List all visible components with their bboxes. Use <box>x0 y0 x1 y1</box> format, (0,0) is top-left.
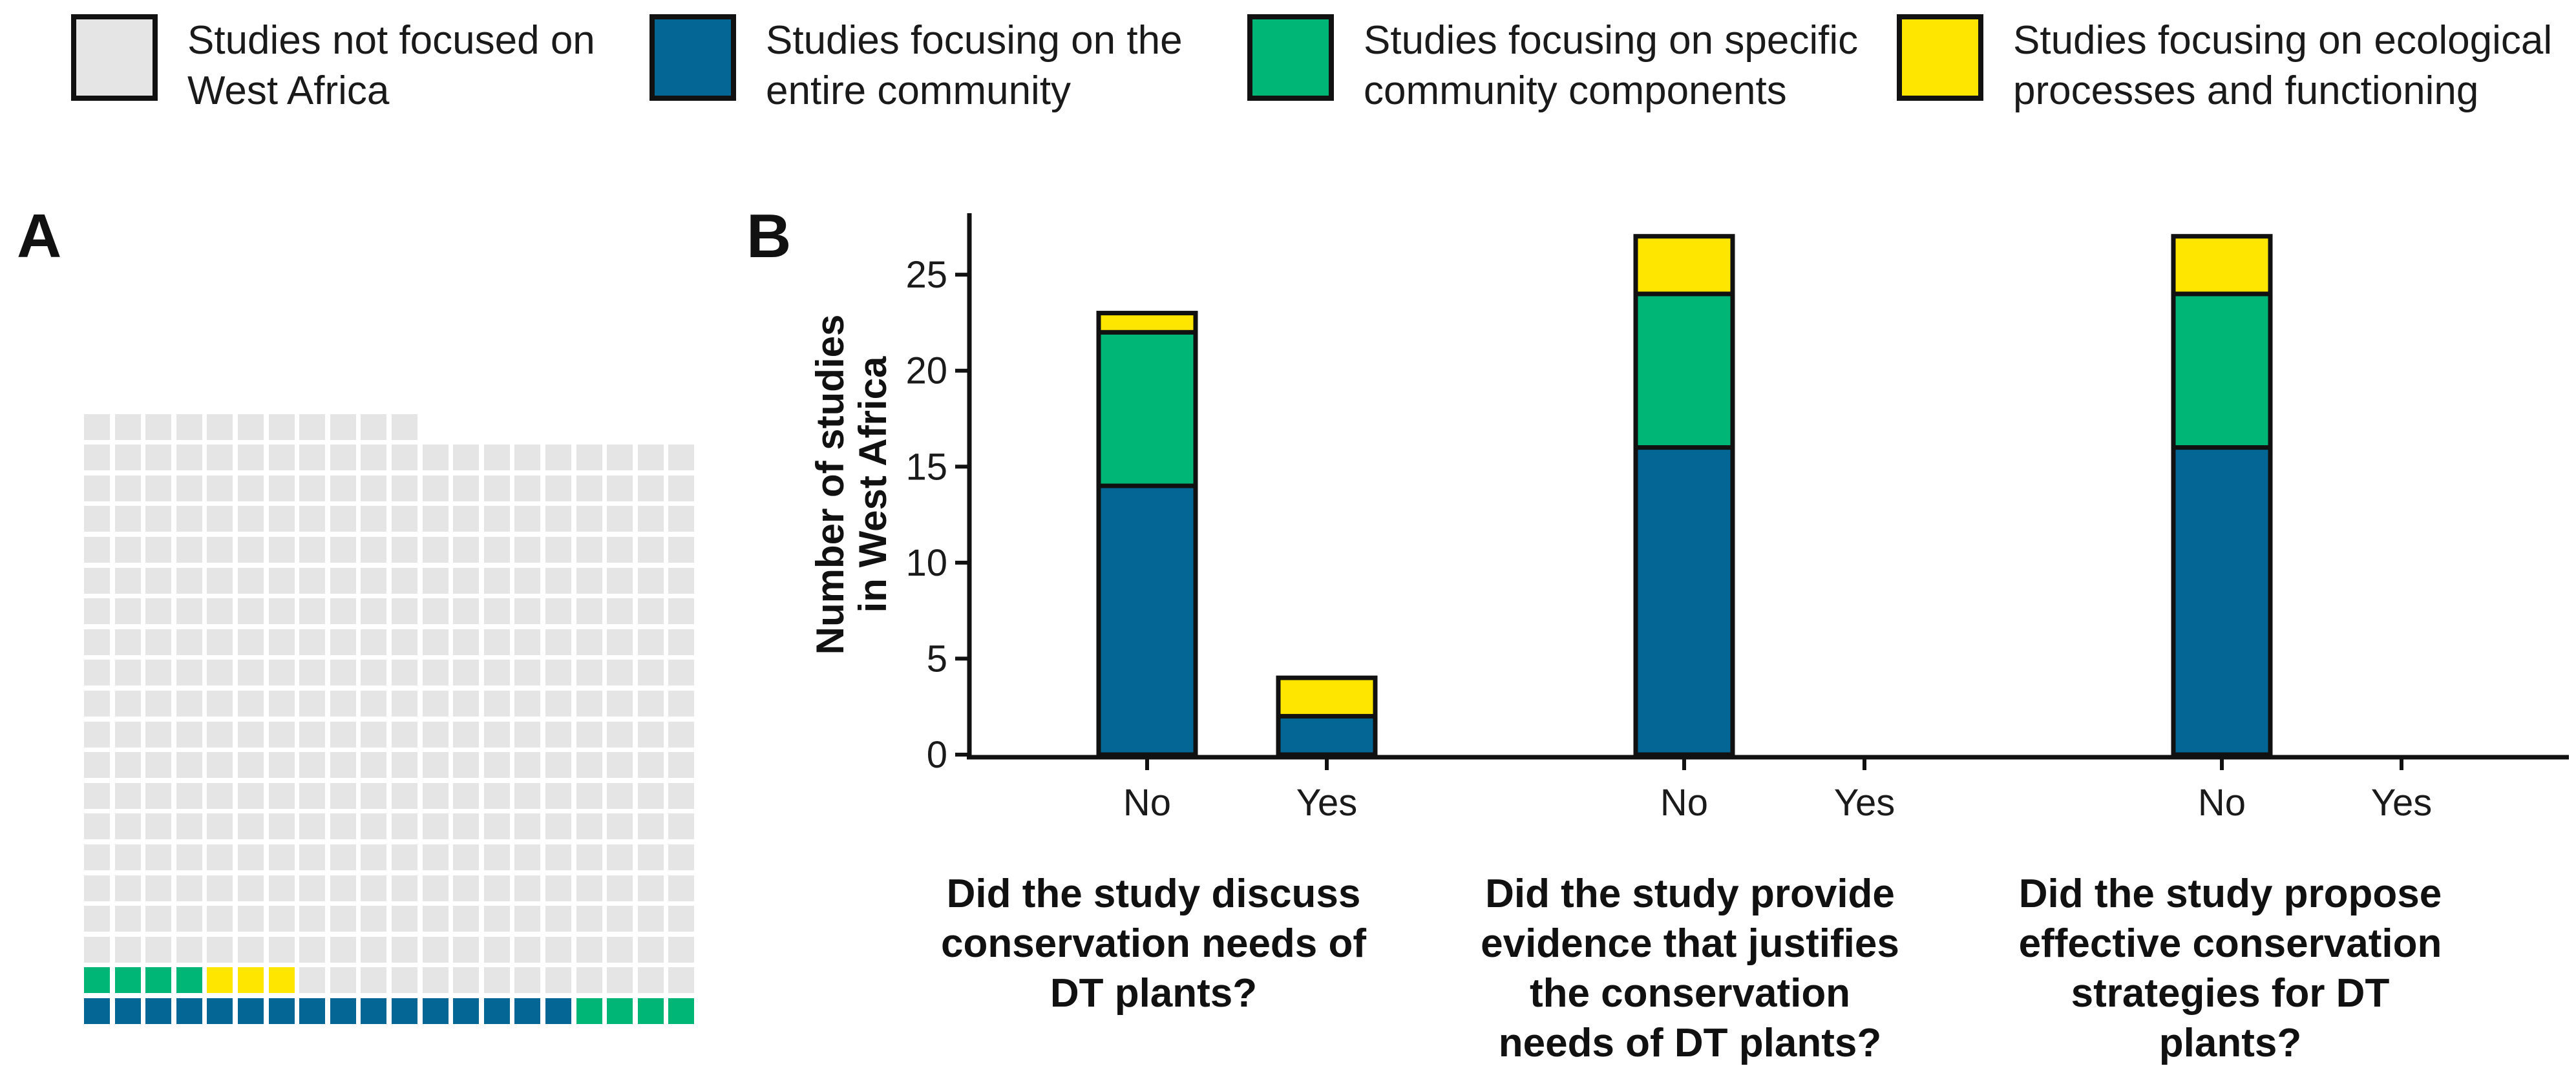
x-tick-label: No <box>1660 782 1708 824</box>
question-line: needs of DT plants? <box>1498 1021 1882 1065</box>
legend-swatch-ecological-processes <box>1897 14 1983 101</box>
y-tick-label: 15 <box>905 446 947 488</box>
legend-label-line: Studies not focused on <box>187 18 595 63</box>
question-line: strategies for DT <box>2071 971 2390 1016</box>
y-tick-label: 25 <box>905 254 947 296</box>
question-line: DT plants? <box>1050 971 1258 1016</box>
x-tick-label: Yes <box>1834 782 1895 824</box>
legend-label-line: West Africa <box>187 68 390 113</box>
legend-label-entire-community: Studies focusing on the entire community <box>766 16 1296 116</box>
question-line: the conservation <box>1529 971 1851 1016</box>
group-question-propose-strategies: Did the study propose effective conserva… <box>1985 869 2476 1068</box>
group-question-provide-evidence: Did the study provide evidence that just… <box>1444 869 1936 1068</box>
bar-segment <box>1276 714 1378 757</box>
legend: Studies not focused on West Africa Studi… <box>0 0 2576 123</box>
legend-swatch-specific-components <box>1247 14 1334 101</box>
x-tick-label: No <box>1123 782 1171 824</box>
panel-letter-a: A <box>17 202 62 271</box>
legend-label-not-west-africa: Studies not focused on West Africa <box>187 16 717 116</box>
y-tick-label: 0 <box>927 734 947 776</box>
question-line: Did the study provide <box>1485 872 1895 916</box>
group-question-discuss-needs: Did the study discuss conservation needs… <box>908 869 1399 1018</box>
legend-label-ecological-processes: Studies focusing on ecological processes… <box>2013 16 2576 116</box>
question-line: Did the study propose <box>2018 872 2442 916</box>
legend-label-specific-components: Studies focusing on specific community c… <box>1364 16 1894 116</box>
bar-segment <box>1633 445 1735 757</box>
legend-label-line: community components <box>1364 68 1787 113</box>
bar-segment <box>1633 291 1735 450</box>
question-line: evidence that justifies <box>1481 921 1899 966</box>
y-axis-title: in West Africa <box>851 356 894 612</box>
legend-label-line: entire community <box>766 68 1072 113</box>
bar-segment <box>1096 330 1198 488</box>
bar-segment <box>1096 311 1198 335</box>
y-tick-label: 5 <box>927 638 947 680</box>
y-axis-title: Number of studies <box>808 315 852 655</box>
bar-segment <box>1276 675 1378 719</box>
bar-segment <box>2171 234 2273 297</box>
panel-letter-b: B <box>746 202 792 271</box>
question-line: effective conservation <box>2018 921 2442 966</box>
y-tick-label: 10 <box>905 542 947 584</box>
bar-segment <box>1096 483 1198 757</box>
question-line: plants? <box>2159 1021 2302 1065</box>
x-tick-label: Yes <box>2371 782 2433 824</box>
legend-swatch-entire-community <box>649 14 736 101</box>
x-tick-label: Yes <box>1296 782 1358 824</box>
bar-segment <box>1633 234 1735 297</box>
bar-segment <box>2171 291 2273 450</box>
bar-segment <box>2171 445 2273 757</box>
legend-label-line: Studies focusing on specific <box>1364 18 1859 63</box>
question-line: Did the study discuss <box>946 872 1361 916</box>
y-tick-label: 20 <box>905 350 947 392</box>
question-line: conservation needs of <box>940 921 1367 966</box>
legend-label-line: Studies focusing on ecological <box>2013 18 2553 63</box>
x-tick-label: No <box>2198 782 2246 824</box>
legend-swatch-not-west-africa <box>71 14 158 101</box>
legend-label-line: processes and functioning <box>2013 68 2479 113</box>
legend-label-line: Studies focusing on the <box>766 18 1183 63</box>
